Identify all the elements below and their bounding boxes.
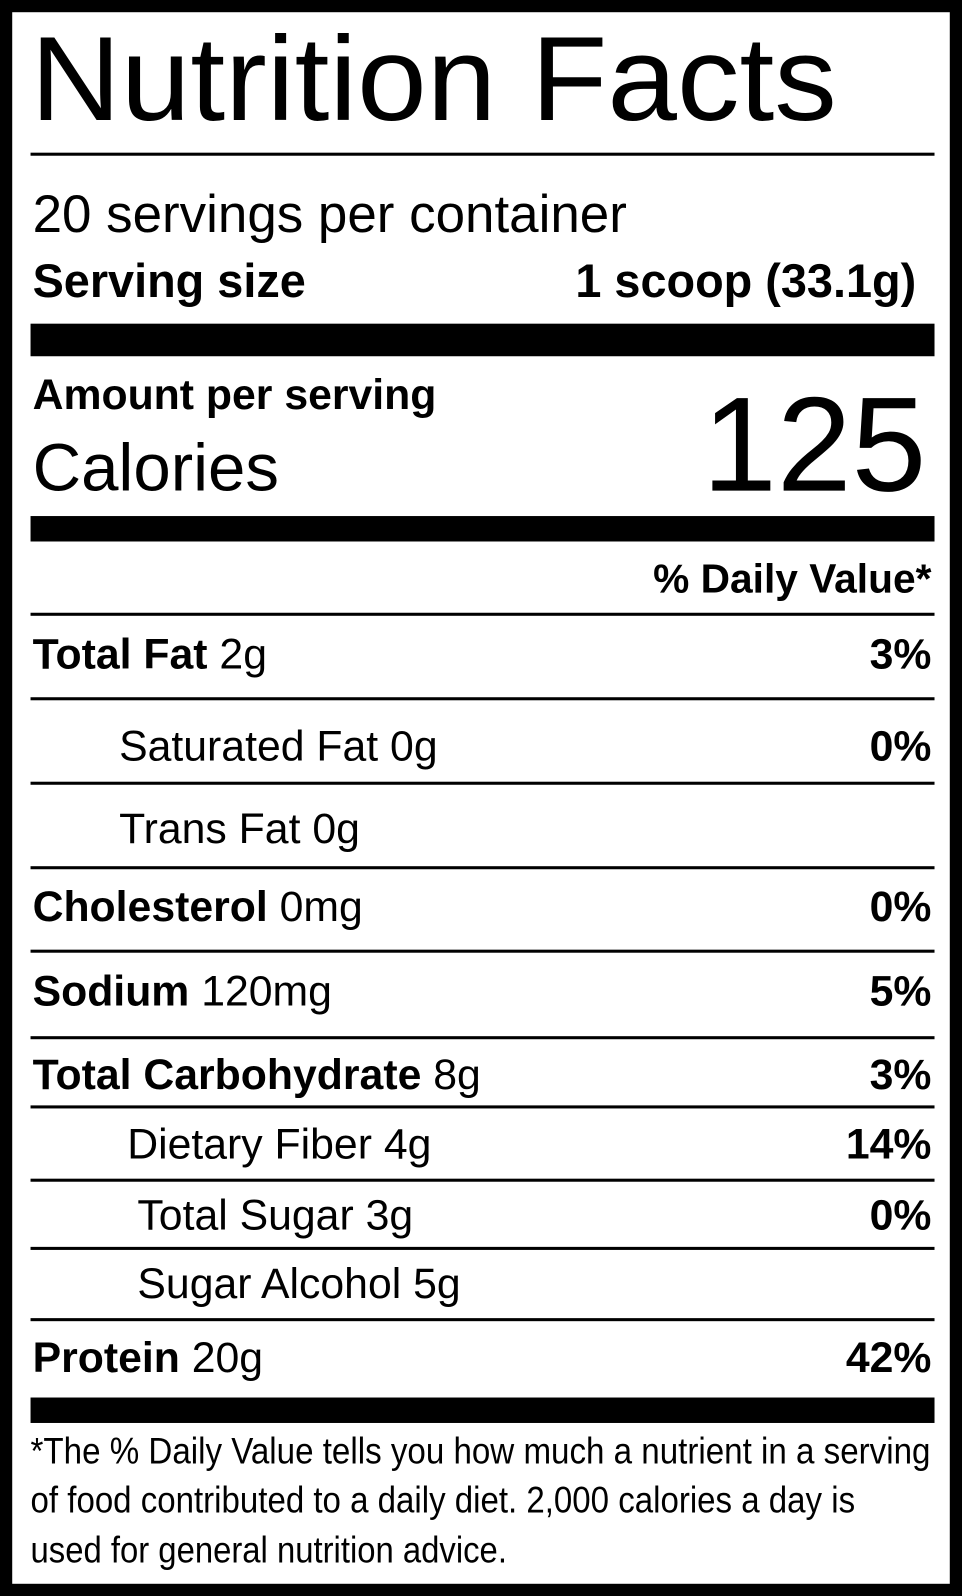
nutrient-name: Total Sugar bbox=[137, 1192, 353, 1240]
nutrient: Sodium 120mg bbox=[33, 968, 332, 1016]
nutrient-amount: 0mg bbox=[280, 883, 363, 931]
calories-value: 125 bbox=[702, 370, 926, 520]
nutrient-name: Protein bbox=[33, 1334, 180, 1382]
nutrient-amount: 5g bbox=[413, 1260, 461, 1308]
daily-value: 0% bbox=[870, 1192, 932, 1240]
rule bbox=[30, 1246, 935, 1250]
amount-per-serving: Amount per serving bbox=[33, 371, 437, 419]
nutrient-amount: 4g bbox=[384, 1120, 432, 1168]
rule bbox=[30, 781, 935, 785]
rule bbox=[30, 1105, 935, 1109]
nutrient-name: Dietary Fiber bbox=[127, 1120, 372, 1168]
rule bbox=[30, 1178, 935, 1182]
nutrient: Protein 20g bbox=[33, 1334, 264, 1382]
nutrient: Sugar Alcohol 5g bbox=[137, 1260, 460, 1308]
nutrient-name: Sugar Alcohol bbox=[137, 1260, 401, 1308]
title: Nutrition Facts bbox=[31, 12, 837, 146]
rule bbox=[30, 1318, 935, 1322]
nutrient-name: Total Fat bbox=[33, 631, 208, 679]
nutrient-name: Trans Fat bbox=[119, 805, 300, 853]
daily-value: 5% bbox=[870, 968, 932, 1016]
daily-value: 14% bbox=[846, 1120, 932, 1168]
nutrient-amount: 2g bbox=[219, 631, 267, 679]
nutrient: Total Carbohydrate 8g bbox=[33, 1051, 481, 1099]
daily-value: 0% bbox=[870, 722, 932, 770]
nutrient-amount: 0g bbox=[312, 805, 360, 853]
nutrient: Trans Fat 0g bbox=[119, 805, 360, 853]
nutrient-name: Cholesterol bbox=[33, 883, 268, 931]
nutrient: Total Fat 2g bbox=[33, 631, 267, 679]
nutrient-amount: 20g bbox=[192, 1334, 263, 1382]
footnote: *The % Daily Value tells you how much a … bbox=[31, 1431, 931, 1472]
nutrient: Dietary Fiber 4g bbox=[127, 1120, 431, 1168]
daily-value: 3% bbox=[870, 631, 932, 679]
daily-value-header: % Daily Value* bbox=[653, 555, 931, 601]
serving-size-label: Serving size bbox=[33, 255, 306, 307]
nutrient: Saturated Fat 0g bbox=[119, 722, 438, 770]
serving-size-value: 1 scoop (33.1g) bbox=[575, 255, 916, 307]
servings: 20 servings per container bbox=[33, 185, 627, 244]
nutrient-amount: 3g bbox=[366, 1192, 414, 1240]
nutrient-amount: 120mg bbox=[201, 968, 332, 1016]
nutrient-name: Sodium bbox=[33, 968, 190, 1016]
rule bbox=[30, 866, 935, 870]
footnote: of food contributed to a daily diet. 2,0… bbox=[31, 1480, 856, 1521]
rule bbox=[30, 612, 935, 616]
rule bbox=[30, 949, 935, 953]
nutrient-amount: 8g bbox=[433, 1051, 481, 1099]
thick-rule bbox=[30, 323, 935, 357]
calories-label: Calories bbox=[33, 431, 279, 506]
daily-value: 3% bbox=[870, 1051, 932, 1099]
daily-value: 0% bbox=[870, 883, 932, 931]
rule bbox=[30, 1036, 935, 1040]
rule bbox=[30, 152, 935, 156]
thick-rule bbox=[30, 1397, 935, 1423]
nutrient: Cholesterol 0mg bbox=[33, 883, 363, 931]
thick-rule bbox=[30, 516, 935, 542]
nutrient-name: Total Carbohydrate bbox=[33, 1051, 422, 1099]
nutrient-amount: 0g bbox=[390, 722, 438, 770]
rule bbox=[30, 697, 935, 701]
daily-value: 42% bbox=[846, 1334, 932, 1382]
nutrient-name: Saturated Fat bbox=[119, 722, 378, 770]
nutrient: Total Sugar 3g bbox=[137, 1192, 413, 1240]
footnote: used for general nutrition advice. bbox=[31, 1529, 507, 1570]
